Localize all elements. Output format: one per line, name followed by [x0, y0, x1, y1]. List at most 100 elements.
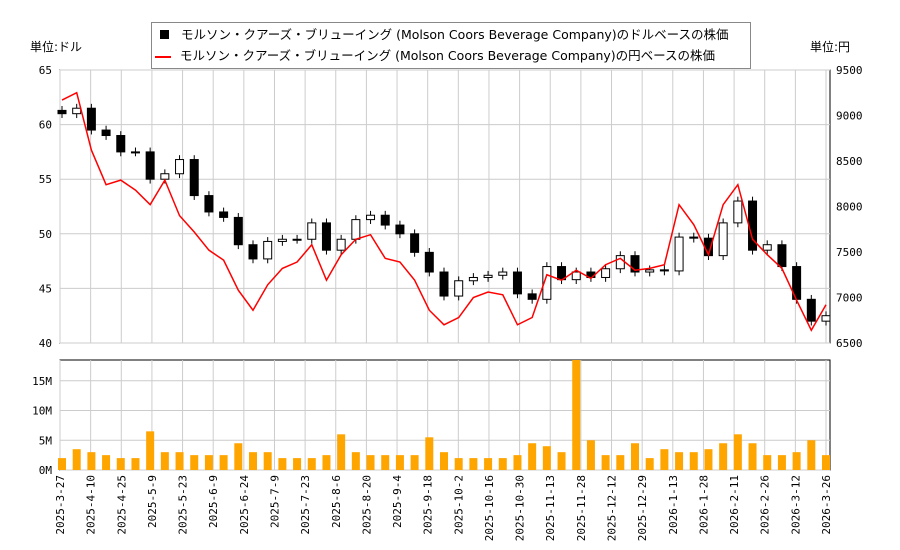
x-tick-label: 2025-12-29: [636, 475, 649, 541]
volume-bar: [763, 455, 772, 470]
left-tick-label: 60: [39, 119, 52, 132]
candle: [277, 238, 287, 242]
volume-bar: [689, 452, 698, 470]
x-tick-label: 2026-2-26: [759, 475, 772, 535]
volume-bar: [528, 443, 537, 470]
candle: [601, 268, 611, 278]
candle: [160, 173, 170, 180]
x-tick-label: 2025-11-28: [575, 475, 588, 541]
candle: [468, 276, 478, 282]
x-tick-label: 2025-10-2: [452, 475, 465, 535]
x-tick-label: 2026-1-13: [667, 475, 680, 535]
candle: [307, 222, 317, 240]
volume-bar: [351, 452, 360, 470]
x-tick-label: 2025-3-27: [54, 475, 67, 535]
volume-bar: [293, 458, 302, 470]
volume-bar: [513, 455, 522, 470]
x-tick-label: 2026-3-26: [820, 475, 833, 535]
volume-bar: [410, 455, 419, 470]
volume-bar: [102, 455, 111, 470]
x-tick-label: 2025-9-18: [422, 475, 435, 535]
candle: [336, 238, 346, 251]
candle: [733, 200, 743, 224]
right-tick-label: 7500: [836, 246, 863, 259]
volume-bar: [440, 452, 448, 470]
candle: [86, 107, 96, 131]
candle: [454, 280, 464, 297]
x-tick-label: 2025-7-9: [268, 475, 281, 528]
candle: [762, 244, 772, 251]
x-tick-label: 2025-10-30: [514, 475, 527, 541]
volume-bar: [160, 452, 169, 470]
volume-bar: [425, 437, 434, 470]
candle: [57, 109, 67, 115]
volume-bar: [572, 360, 581, 470]
candle: [233, 216, 243, 246]
candle: [189, 159, 199, 197]
volume-bar: [454, 458, 463, 470]
candle: [674, 236, 684, 272]
candle: [351, 219, 361, 240]
volume-panel: [59, 359, 831, 471]
volume-tick-label: 0M: [39, 464, 53, 477]
left-tick-label: 40: [39, 337, 52, 350]
volume-bar: [395, 455, 404, 470]
x-tick-label: 2025-9-4: [391, 475, 404, 528]
candle: [571, 271, 581, 281]
candle: [101, 129, 111, 137]
right-tick-label: 9500: [836, 64, 863, 77]
volume-bar: [704, 449, 713, 470]
x-tick-label: 2025-12-12: [606, 475, 619, 541]
legend: モルソン・クアーズ・ブリューイング (Molson Coors Beverage…: [151, 22, 751, 69]
x-tick-label: 2025-8-6: [330, 475, 343, 528]
right-tick-label: 9000: [836, 110, 863, 123]
candle: [659, 269, 669, 272]
candle: [366, 214, 376, 221]
volume-tick-label: 15M: [32, 375, 52, 388]
volume-bar: [498, 458, 507, 470]
legend-label-jpy: モルソン・クアーズ・ブリューイング (Molson Coors Beverage…: [180, 48, 716, 63]
volume-bar: [748, 443, 757, 470]
volume-bar: [381, 455, 390, 470]
candle: [263, 240, 273, 260]
candle: [130, 151, 140, 154]
volume-bar: [660, 449, 669, 470]
candle: [527, 293, 537, 300]
x-tick-label: 2025-5-9: [146, 475, 159, 528]
candle: [512, 271, 522, 295]
volume-bar: [72, 449, 81, 470]
left-tick-label: 65: [39, 64, 52, 77]
jpy-price-line: [61, 91, 827, 332]
right-tick-label: 7000: [836, 292, 863, 305]
legend-label-usd: モルソン・クアーズ・ブリューイング (Molson Coors Beverage…: [181, 27, 729, 42]
candle: [806, 298, 816, 322]
candle: [821, 315, 831, 322]
volume-bar: [131, 458, 140, 470]
candle: [380, 214, 390, 226]
candle: [116, 135, 126, 153]
candle: [498, 271, 508, 276]
x-tick-label: 2025-10-16: [483, 475, 496, 541]
x-tick-label: 2026-3-12: [789, 475, 802, 535]
volume-bar: [249, 452, 257, 470]
volume-bar: [601, 455, 610, 470]
right-axis-unit: 単位:円: [810, 40, 851, 54]
legend-item-jpy: モルソン・クアーズ・ブリューイング (Molson Coors Beverage…: [155, 46, 715, 66]
candle: [483, 274, 493, 278]
volume-bar: [645, 458, 654, 470]
x-tick-label: 2025-8-20: [360, 475, 373, 535]
candle: [630, 255, 640, 273]
legend-line-icon: [155, 55, 171, 58]
volume-bar: [557, 452, 566, 470]
x-tick-label: 2025-7-23: [299, 475, 312, 535]
x-tick-label: 2025-5-23: [177, 475, 190, 535]
volume-bar: [190, 455, 199, 470]
volume-bar: [469, 458, 478, 470]
candle: [718, 222, 728, 257]
candle: [542, 266, 552, 300]
x-tick-label: 2025-6-24: [238, 475, 251, 535]
left-axis-unit: 単位:ドル: [30, 40, 83, 54]
volume-bar: [542, 446, 551, 470]
candle: [175, 159, 185, 175]
